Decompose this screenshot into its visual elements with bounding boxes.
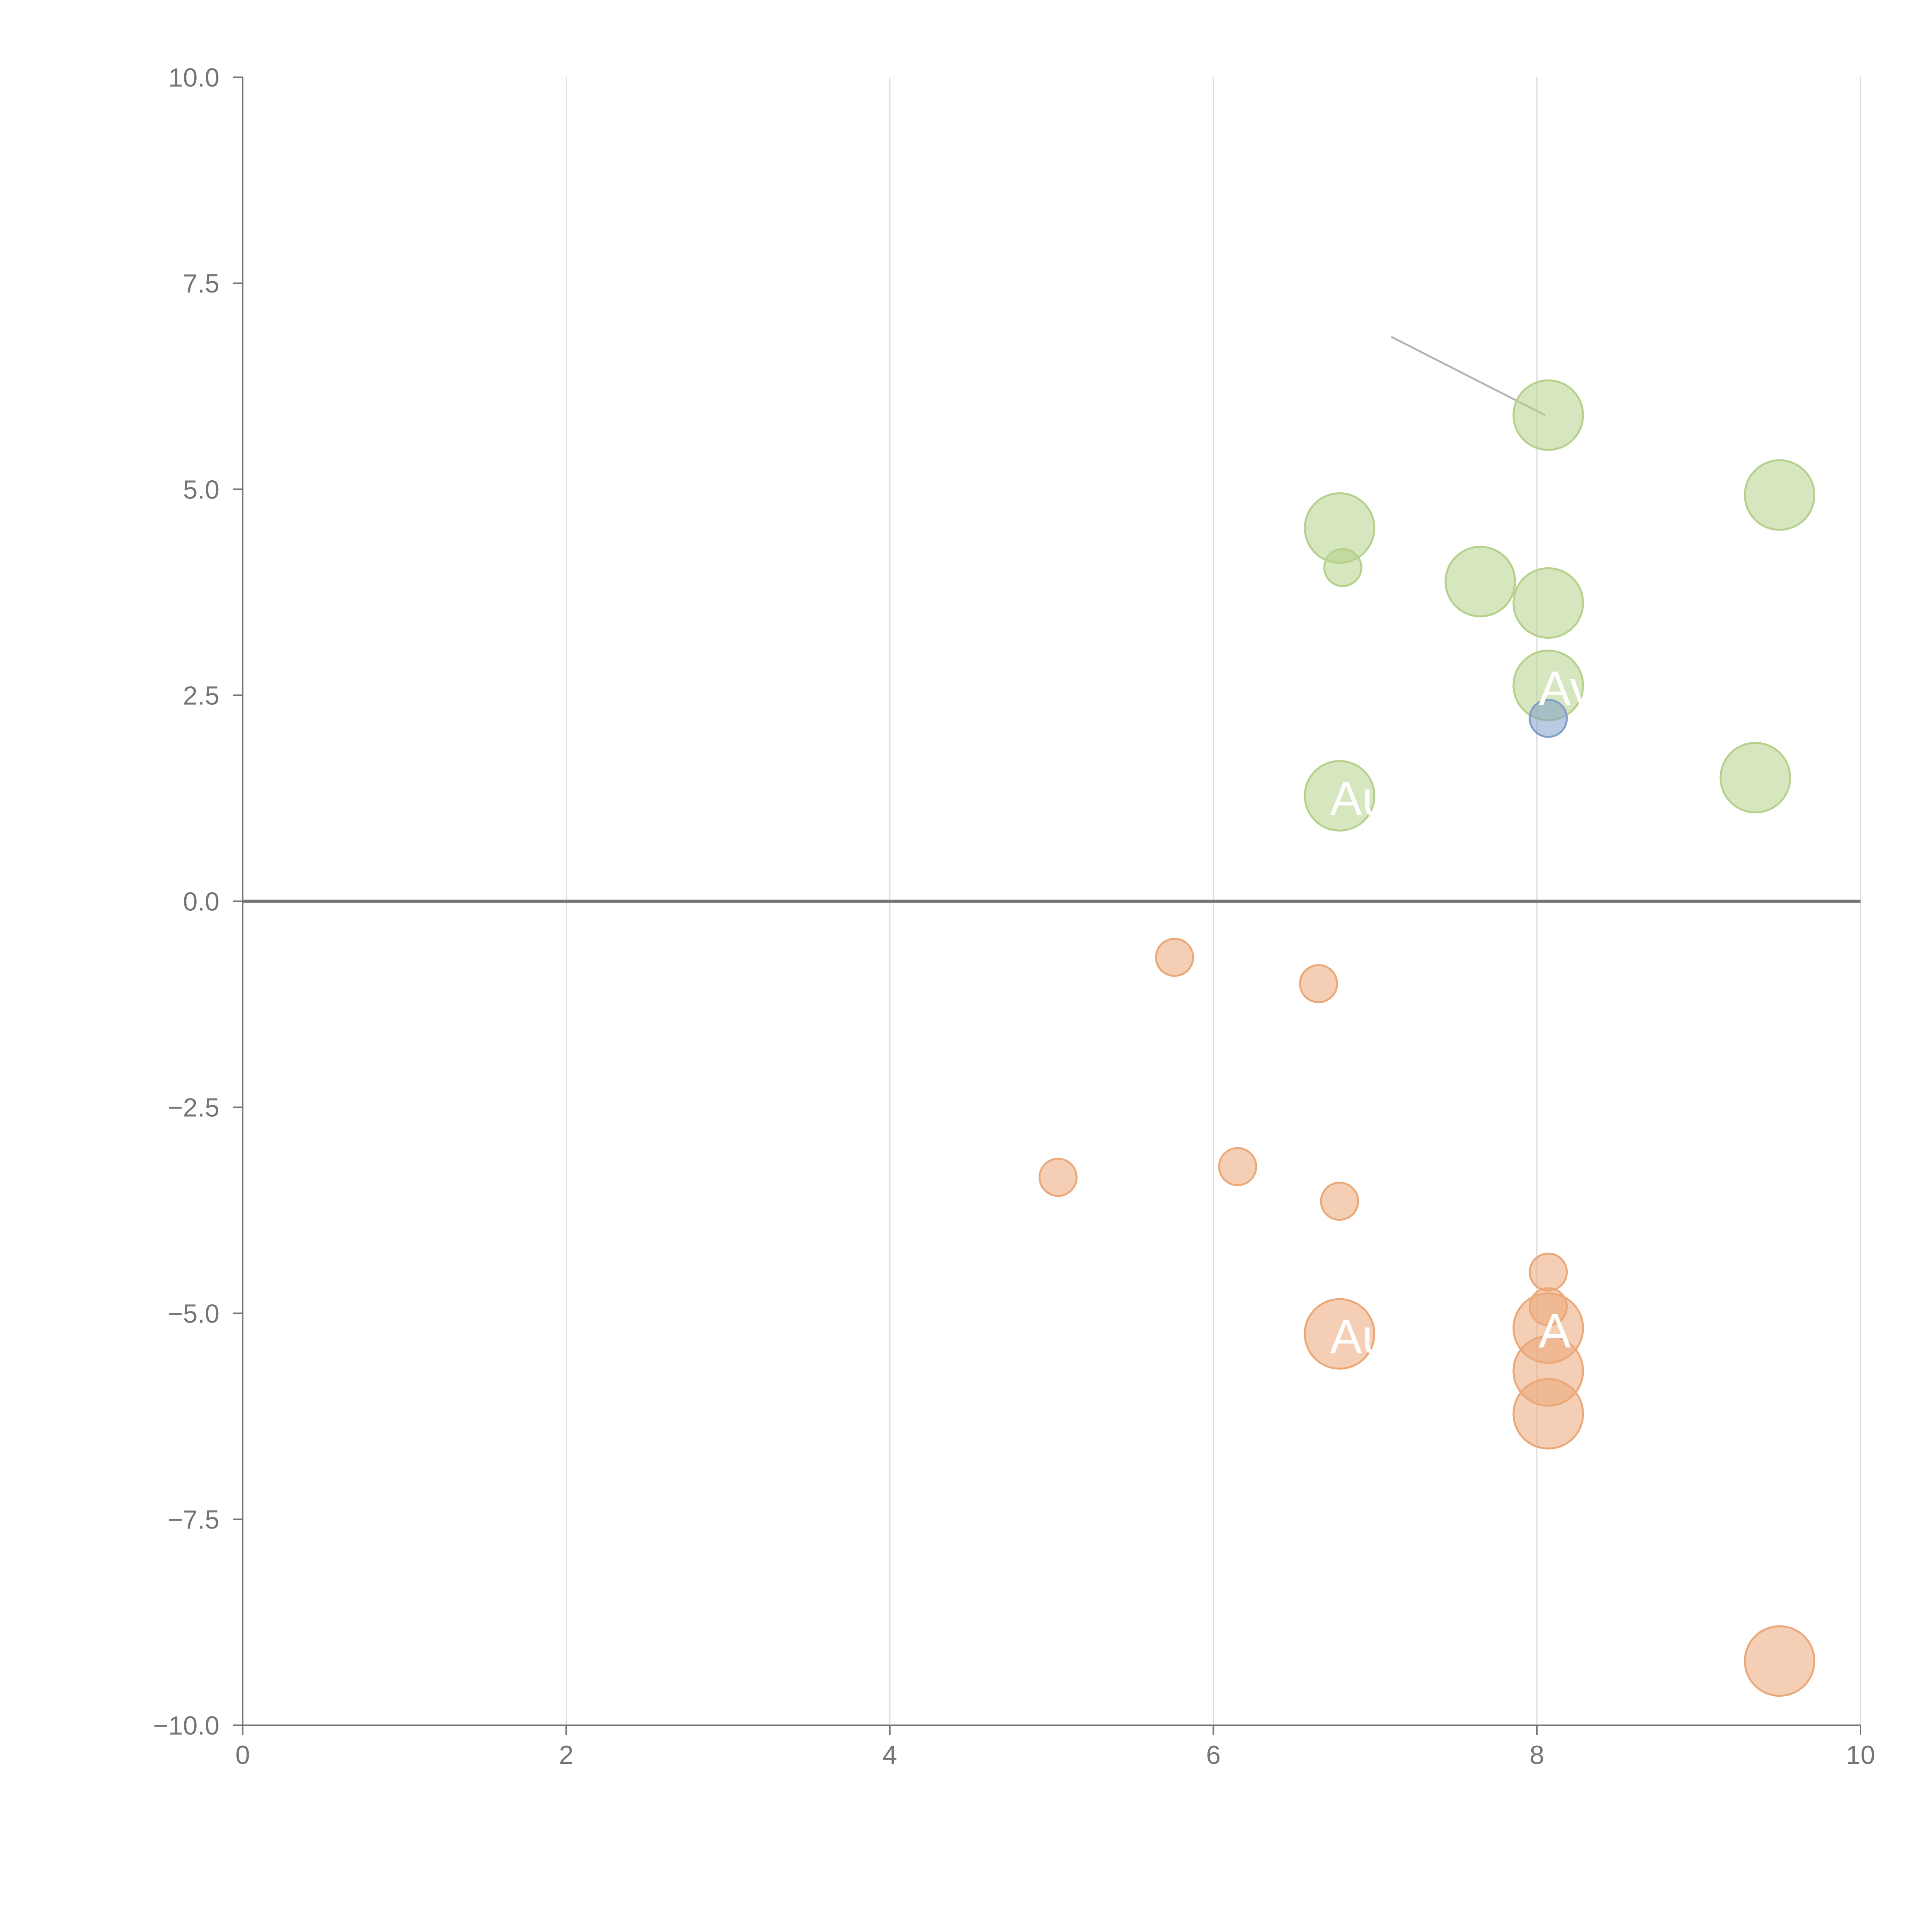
positive-point: [1512, 567, 1584, 639]
x-tick-label: 0: [235, 1740, 250, 1770]
x-tick-label: 8: [1530, 1740, 1544, 1770]
negative-point: [1744, 1625, 1816, 1697]
positive-point: [1512, 379, 1584, 451]
x-tick-label: 4: [883, 1740, 897, 1770]
y-tick-label: −5.0: [168, 1299, 219, 1328]
negative-point: [1512, 1378, 1584, 1450]
negative-point-label: Au: [1330, 1310, 1389, 1364]
positive-point: [1444, 546, 1516, 617]
y-tick-label: −2.5: [168, 1093, 219, 1122]
x-tick-label: 10: [1846, 1740, 1875, 1770]
negative-point: [1299, 964, 1338, 1003]
y-tick-label: −10.0: [153, 1711, 219, 1740]
data-points: [1038, 336, 1816, 1697]
negative-point: [1304, 1298, 1376, 1370]
positive-point: [1719, 742, 1791, 814]
negative-point: [1218, 1147, 1257, 1186]
positive-point: [1323, 548, 1362, 587]
highlight-point: [1529, 699, 1568, 738]
point-labels: Av Au Au A: [1330, 662, 1594, 1364]
negative-point: [1529, 1252, 1568, 1292]
positive-point: [1304, 760, 1376, 832]
positive-point-label: Av: [1539, 662, 1594, 715]
y-tick-label: 0.0: [183, 887, 219, 917]
y-tick-label: 10.0: [168, 63, 219, 92]
y-tick-label: 2.5: [183, 681, 219, 710]
x-tick-label: 2: [559, 1740, 573, 1770]
negative-point-label: A: [1539, 1304, 1571, 1358]
positive-point-label: Au: [1330, 772, 1389, 826]
negative-point: [1155, 938, 1194, 977]
y-tick-label: 7.5: [183, 269, 219, 298]
positive-point: [1744, 459, 1816, 531]
y-tick-label: −7.5: [168, 1505, 219, 1534]
negative-point: [1320, 1182, 1359, 1221]
axes: 0 2 4 6 8 10 10.0 7.5 5.0 2.5 0.0 −2.5 −5.0 −7.5 −10.0: [153, 63, 1875, 1770]
negative-point: [1038, 1158, 1078, 1197]
x-tick-label: 6: [1206, 1740, 1221, 1770]
y-tick-label: 5.0: [183, 475, 219, 504]
